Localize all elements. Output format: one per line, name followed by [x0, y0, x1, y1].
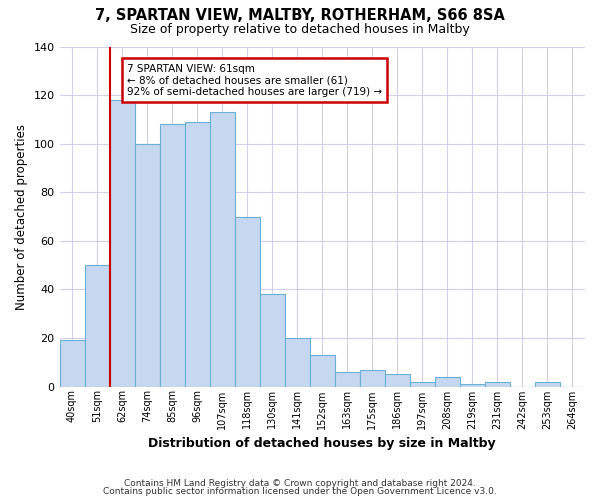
- Text: Contains public sector information licensed under the Open Government Licence v3: Contains public sector information licen…: [103, 487, 497, 496]
- Bar: [435, 377, 460, 386]
- Bar: [535, 382, 560, 386]
- Bar: [185, 122, 209, 386]
- Text: Size of property relative to detached houses in Maltby: Size of property relative to detached ho…: [130, 22, 470, 36]
- Bar: [209, 112, 235, 386]
- Bar: [385, 374, 410, 386]
- Bar: [285, 338, 310, 386]
- Text: Contains HM Land Registry data © Crown copyright and database right 2024.: Contains HM Land Registry data © Crown c…: [124, 478, 476, 488]
- Bar: [235, 216, 260, 386]
- Bar: [110, 100, 134, 386]
- Bar: [260, 294, 285, 386]
- Bar: [310, 355, 335, 386]
- Bar: [85, 265, 110, 386]
- Text: 7 SPARTAN VIEW: 61sqm
← 8% of detached houses are smaller (61)
92% of semi-detac: 7 SPARTAN VIEW: 61sqm ← 8% of detached h…: [127, 64, 382, 96]
- Bar: [335, 372, 360, 386]
- Bar: [485, 382, 510, 386]
- X-axis label: Distribution of detached houses by size in Maltby: Distribution of detached houses by size …: [148, 437, 496, 450]
- Text: 7, SPARTAN VIEW, MALTBY, ROTHERHAM, S66 8SA: 7, SPARTAN VIEW, MALTBY, ROTHERHAM, S66 …: [95, 8, 505, 22]
- Bar: [360, 370, 385, 386]
- Bar: [59, 340, 85, 386]
- Bar: [410, 382, 435, 386]
- Bar: [160, 124, 185, 386]
- Bar: [134, 144, 160, 386]
- Y-axis label: Number of detached properties: Number of detached properties: [15, 124, 28, 310]
- Bar: [460, 384, 485, 386]
